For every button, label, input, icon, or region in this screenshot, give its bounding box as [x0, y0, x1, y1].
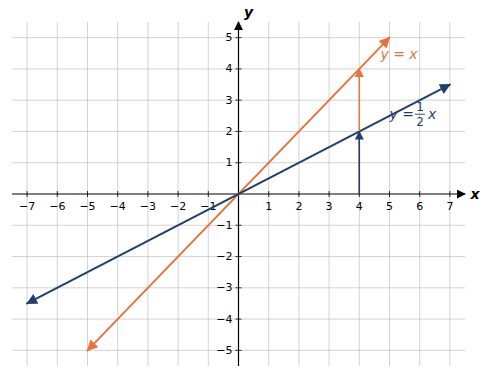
- x-tick-label: −4: [110, 200, 126, 213]
- x-tick-label: −7: [19, 200, 35, 213]
- grid-line: [12, 225, 465, 226]
- line-label: y = x: [379, 46, 418, 62]
- x-tick: [87, 191, 88, 197]
- fraction-bar: [415, 114, 425, 115]
- x-tick: [208, 191, 209, 197]
- fraction-numerator: 1: [416, 100, 424, 114]
- grid-line: [359, 22, 360, 366]
- y-tick: [236, 37, 242, 38]
- x-tick: [389, 191, 390, 197]
- y-tick-label: 5: [226, 31, 233, 44]
- grid-line: [117, 22, 118, 366]
- x-tick: [449, 191, 450, 197]
- grid-line: [12, 350, 465, 351]
- grid-line: [12, 287, 465, 288]
- grid-line: [147, 22, 148, 366]
- line-labels: y = x y = 12x: [379, 46, 437, 129]
- chart: −7−6−5−4−3−2−11234567−5−4−3−2−112345xyy …: [0, 0, 487, 378]
- y-tick-label: −1: [216, 219, 232, 232]
- x-tick-label: 3: [326, 200, 333, 213]
- grid-line: [57, 22, 58, 366]
- x-tick: [419, 191, 420, 197]
- grid-line: [329, 22, 330, 366]
- grid-line: [12, 68, 465, 69]
- series-line: [27, 85, 450, 304]
- grid-line: [87, 22, 88, 366]
- grid-line: [298, 22, 299, 366]
- x-tick: [27, 191, 28, 197]
- grid: [12, 22, 465, 366]
- x-axis-label: x: [469, 186, 480, 202]
- grid-line: [12, 100, 465, 101]
- x-tick: [147, 191, 148, 197]
- y-tick-label: −3: [216, 281, 232, 294]
- grid-line: [449, 22, 450, 366]
- y-tick: [236, 131, 242, 132]
- line-label: x: [427, 106, 437, 122]
- x-tick-label: −5: [79, 200, 95, 213]
- grid-line: [12, 319, 465, 320]
- y-tick: [236, 287, 242, 288]
- grid-line: [208, 22, 209, 366]
- x-tick-label: 5: [386, 200, 393, 213]
- y-tick: [236, 225, 242, 226]
- y-tick-label: 1: [226, 156, 233, 169]
- x-tick: [268, 191, 269, 197]
- plot-area: [27, 38, 450, 351]
- chart-container: −7−6−5−4−3−2−11234567−5−4−3−2−112345xyy …: [0, 0, 487, 378]
- grid-line: [268, 22, 269, 366]
- x-tick-label: 4: [356, 200, 363, 213]
- ticks: −7−6−5−4−3−2−11234567−5−4−3−2−112345: [19, 31, 453, 357]
- y-axis-label: y: [244, 4, 254, 20]
- x-tick: [329, 191, 330, 197]
- grid-line: [178, 22, 179, 366]
- y-tick: [236, 100, 242, 101]
- vertical-arrow: [359, 69, 361, 194]
- y-tick: [236, 319, 242, 320]
- x-tick-label: 1: [265, 200, 272, 213]
- x-tick-label: 7: [446, 200, 453, 213]
- x-tick: [57, 191, 58, 197]
- y-tick: [236, 68, 242, 69]
- grid-line: [12, 162, 465, 163]
- grid-line: [419, 22, 420, 366]
- y-tick-label: 3: [226, 94, 233, 107]
- y-tick-label: 4: [226, 62, 233, 75]
- grid-line: [12, 131, 465, 132]
- x-tick-label: −3: [140, 200, 156, 213]
- vertical-arrow: [359, 131, 361, 194]
- grid-line: [389, 22, 390, 366]
- grid-line: [12, 37, 465, 38]
- x-tick-label: 2: [295, 200, 302, 213]
- grid-line: [27, 22, 28, 366]
- y-tick: [236, 256, 242, 257]
- line-label: y =: [389, 106, 414, 122]
- x-tick-label: −2: [170, 200, 186, 213]
- x-tick: [178, 191, 179, 197]
- x-tick: [117, 191, 118, 197]
- grid-line: [12, 256, 465, 257]
- y-tick-label: −2: [216, 250, 232, 263]
- y-tick-label: 2: [226, 125, 233, 138]
- x-tick-label: −6: [49, 200, 65, 213]
- y-tick-label: −4: [216, 313, 232, 326]
- y-tick: [236, 162, 242, 163]
- axes: [12, 22, 465, 366]
- x-tick-label: 6: [416, 200, 423, 213]
- fraction-denominator: 2: [416, 115, 424, 129]
- y-tick-label: −5: [216, 344, 232, 357]
- y-tick: [236, 350, 242, 351]
- x-tick: [298, 191, 299, 197]
